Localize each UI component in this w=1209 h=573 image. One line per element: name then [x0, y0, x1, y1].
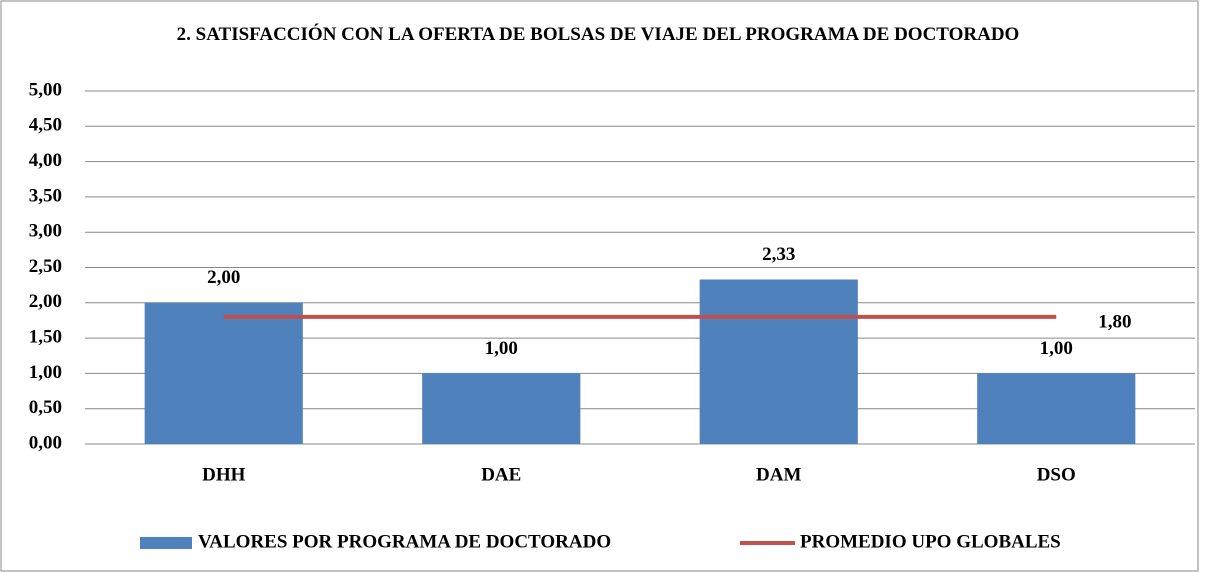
data-label: 1,80	[1098, 311, 1131, 332]
data-label: 2,33	[762, 244, 795, 265]
x-tick-label: DAM	[756, 464, 801, 485]
y-tick-label: 3,00	[29, 221, 62, 242]
x-tick-label: DSO	[1037, 464, 1076, 485]
chart-title: 2. SATISFACCIÓN CON LA OFERTA DE BOLSAS …	[176, 24, 1020, 45]
y-tick-label: 3,50	[29, 185, 62, 206]
x-tick-label: DAE	[481, 464, 521, 485]
bar	[699, 279, 858, 444]
y-tick-label: 0,00	[29, 432, 62, 453]
legend-label: PROMEDIO UPO GLOBALES	[800, 531, 1061, 552]
data-label: 1,00	[1040, 338, 1073, 359]
bar	[144, 302, 303, 444]
y-tick-label: 1,00	[29, 362, 62, 383]
y-tick-label: 4,50	[29, 115, 62, 136]
legend-label: VALORES POR PROGRAMA DE DOCTORADO	[198, 531, 611, 552]
x-tick-label: DHH	[202, 464, 246, 485]
y-tick-label: 2,50	[29, 256, 62, 277]
y-tick-label: 4,00	[29, 150, 62, 171]
data-label: 1,00	[485, 338, 518, 359]
bar	[422, 373, 581, 444]
bar	[977, 373, 1136, 444]
legend-swatch	[140, 537, 192, 549]
y-tick-label: 2,00	[29, 291, 62, 312]
y-tick-label: 1,50	[29, 326, 62, 347]
y-tick-label: 5,00	[29, 79, 62, 100]
data-label: 2,00	[207, 267, 240, 288]
y-tick-label: 0,50	[29, 397, 62, 418]
